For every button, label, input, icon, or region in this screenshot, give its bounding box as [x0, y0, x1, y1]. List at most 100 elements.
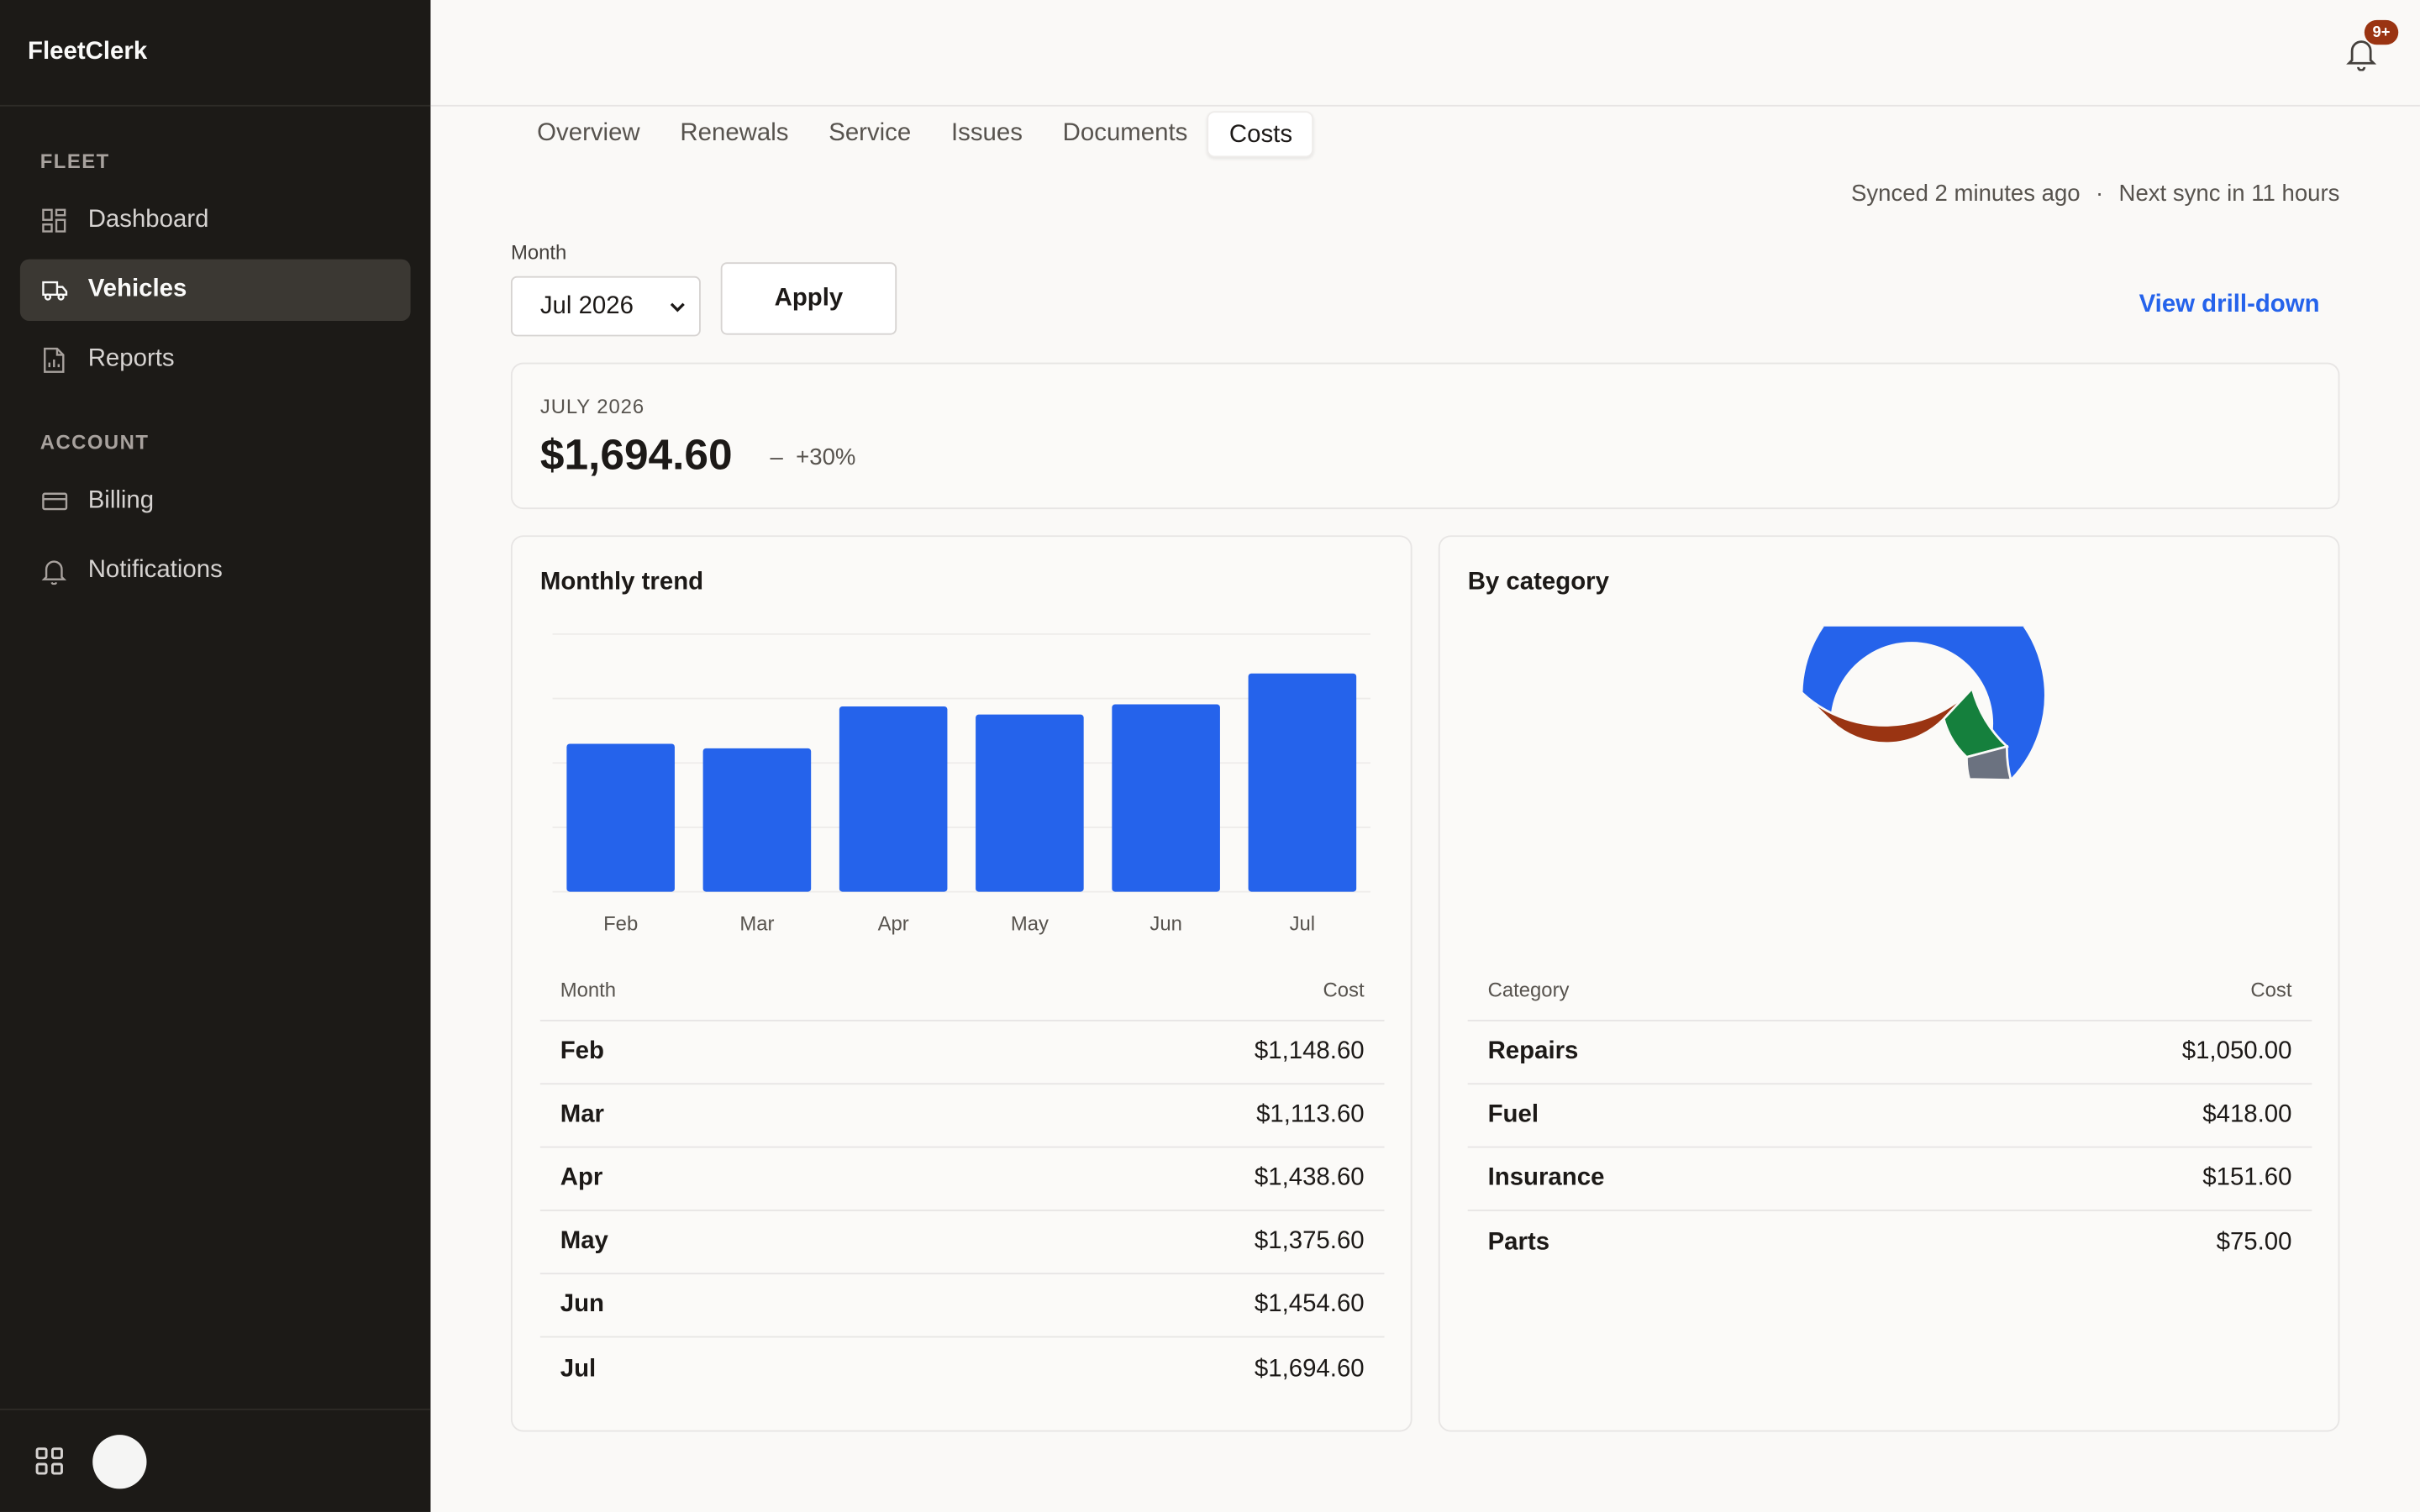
table-row: Apr $1,438.60	[539, 1148, 1385, 1211]
cell-cost: $75.00	[2216, 1228, 2292, 1256]
cell-cost: $1,148.60	[1254, 1038, 1365, 1065]
tab-issues[interactable]: Issues	[950, 120, 1023, 147]
credit-card-icon	[40, 487, 68, 515]
cell-month: Jul	[560, 1355, 597, 1382]
table-header: Category Cost	[1467, 959, 2312, 1021]
chevron-down-icon	[668, 297, 687, 315]
month-label: Month	[510, 240, 567, 265]
view-drill-down-link[interactable]: View drill-down	[2139, 291, 2320, 318]
app-logo[interactable]: FleetClerk	[0, 0, 431, 107]
cell-month: Jun	[560, 1291, 604, 1318]
sidebar-item-label: Vehicles	[87, 276, 187, 302]
x-tick-label: Apr	[878, 913, 909, 936]
sync-status: Synced 2 minutes ago · Next sync in 11 hou…	[1851, 181, 2339, 207]
dashboard-icon	[40, 207, 68, 234]
x-tick-label: Mar	[739, 913, 774, 936]
sidebar-item-notifications[interactable]: Notifications	[20, 540, 411, 601]
topbar: 9+	[430, 0, 2420, 107]
sidebar-item-reports[interactable]: Reports	[20, 328, 411, 390]
tab-documents[interactable]: Documents	[1062, 120, 1188, 147]
cell-month: Mar	[560, 1101, 604, 1128]
cell-category: Repairs	[1487, 1038, 1579, 1065]
table-row: Insurance $151.60	[1467, 1148, 2312, 1211]
table-row: Jun $1,454.60	[539, 1274, 1385, 1338]
table-row: May $1,375.60	[539, 1211, 1385, 1275]
cell-cost: $418.00	[2202, 1101, 2292, 1128]
month-select[interactable]: Jul 2026	[510, 276, 701, 337]
sync-next: Next sync in 11 hours	[2118, 180, 2340, 207]
monthly-trend-card: Monthly trend Feb Mar Apr May Jun Jul Month C…	[510, 535, 1413, 1432]
bar-jul[interactable]	[1248, 673, 1357, 892]
cell-month: Apr	[560, 1164, 603, 1191]
by-category-table: Category Cost Repairs $1,050.00 Fuel $418.…	[1467, 959, 2312, 1274]
bar-may[interactable]	[976, 714, 1084, 892]
slice-repairs[interactable]	[1800, 626, 2047, 781]
sidebar-item-dashboard[interactable]: Dashboard	[20, 190, 411, 251]
monthly-trend-chart: Feb Mar Apr May Jun Jul	[552, 633, 1370, 936]
column-header-category: Category	[1487, 978, 1570, 1002]
tab-overview[interactable]: Overview	[537, 120, 640, 147]
bell-icon	[40, 557, 68, 585]
cell-cost: $1,454.60	[1254, 1291, 1365, 1318]
by-category-chart	[1800, 626, 2047, 782]
apply-button[interactable]: Apply	[720, 262, 897, 335]
sidebar-item-billing[interactable]: Billing	[20, 470, 411, 532]
bar-apr[interactable]	[839, 706, 948, 892]
x-tick-label: May	[1011, 913, 1049, 936]
nav-section-fleet: FLEET	[39, 150, 110, 173]
column-header-cost: Cost	[1323, 978, 1365, 1002]
summary-card: JULY 2026 $1,694.60 – +30%	[510, 362, 2340, 510]
sync-separator: ·	[2096, 180, 2104, 207]
notification-bell-icon[interactable]	[2346, 37, 2377, 71]
slice-parts[interactable]	[1965, 744, 2012, 782]
cell-cost: $1,438.60	[1254, 1164, 1365, 1191]
cell-category: Fuel	[1487, 1101, 1539, 1128]
table-header: Month Cost	[539, 959, 1385, 1021]
monthly-trend-table: Month Cost Feb $1,148.60 Mar $1,113.60 Apr…	[539, 959, 1385, 1400]
tab-renewals[interactable]: Renewals	[680, 120, 789, 147]
sidebar: FleetClerk FLEET Dashboard Vehicles Repo…	[0, 0, 431, 1512]
summary-change: – +30%	[771, 444, 856, 470]
column-header-cost: Cost	[2250, 978, 2292, 1002]
x-tick-label: Jun	[1150, 913, 1181, 936]
card-title: By category	[1467, 569, 1609, 596]
cell-cost: $1,050.00	[2181, 1038, 2292, 1065]
x-tick-label: Jul	[1290, 913, 1316, 936]
sidebar-footer	[0, 1408, 431, 1512]
column-header-month: Month	[560, 978, 617, 1002]
table-row: Mar $1,113.60	[539, 1084, 1385, 1148]
table-row: Fuel $418.00	[1467, 1084, 2312, 1148]
truck-icon	[40, 276, 68, 304]
section-tabs: Overview Renewals Service Issues Documen…	[517, 111, 1314, 158]
nav-section-account: ACCOUNT	[39, 430, 150, 454]
cell-cost: $1,113.60	[1256, 1101, 1365, 1128]
cell-category: Parts	[1487, 1228, 1550, 1256]
tab-service[interactable]: Service	[829, 120, 912, 147]
change-marker: –	[770, 444, 783, 471]
notification-badge: 9+	[2364, 19, 2399, 45]
bar-feb[interactable]	[566, 743, 675, 892]
month-select-value: Jul 2026	[539, 292, 634, 319]
cell-cost: $1,375.60	[1254, 1228, 1365, 1255]
table-row: Parts $75.00	[1468, 1211, 2312, 1274]
sidebar-item-label: Dashboard	[87, 207, 209, 234]
cell-cost: $151.60	[2202, 1164, 2292, 1191]
bar-jun[interactable]	[1112, 704, 1220, 892]
sidebar-item-vehicles[interactable]: Vehicles	[19, 259, 411, 322]
change-value: +30%	[796, 444, 856, 471]
cell-category: Insurance	[1487, 1164, 1605, 1191]
bar-mar[interactable]	[702, 748, 812, 892]
x-tick-label: Feb	[603, 913, 638, 936]
sync-last: Synced 2 minutes ago	[1851, 180, 2081, 207]
summary-amount: $1,694.60	[539, 430, 733, 479]
by-category-card: By category Category Cost Repairs $1,050.…	[1438, 535, 2340, 1432]
table-row: Repairs $1,050.00	[1467, 1021, 2312, 1085]
avatar[interactable]	[92, 1434, 147, 1488]
sidebar-item-label: Notifications	[87, 557, 223, 584]
cell-month: Feb	[560, 1038, 604, 1065]
sidebar-item-label: Billing	[87, 487, 155, 514]
sidebar-item-label: Reports	[87, 345, 175, 372]
cell-cost: $1,694.60	[1254, 1355, 1365, 1382]
apps-grid-icon[interactable]	[34, 1446, 65, 1477]
tab-costs[interactable]: Costs	[1207, 111, 1314, 158]
